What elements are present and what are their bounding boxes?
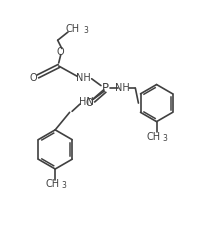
Text: 3: 3: [61, 181, 66, 190]
Text: O: O: [86, 98, 94, 109]
Text: O: O: [29, 73, 37, 83]
Text: NH: NH: [115, 83, 130, 93]
Text: CH: CH: [146, 132, 160, 142]
Text: CH: CH: [45, 180, 59, 189]
Text: P: P: [102, 82, 109, 94]
Text: HN: HN: [79, 97, 94, 107]
Text: 3: 3: [83, 27, 88, 35]
Text: CH: CH: [65, 24, 79, 34]
Text: NH: NH: [76, 73, 91, 83]
Text: 3: 3: [163, 134, 168, 143]
Text: O: O: [57, 47, 65, 57]
